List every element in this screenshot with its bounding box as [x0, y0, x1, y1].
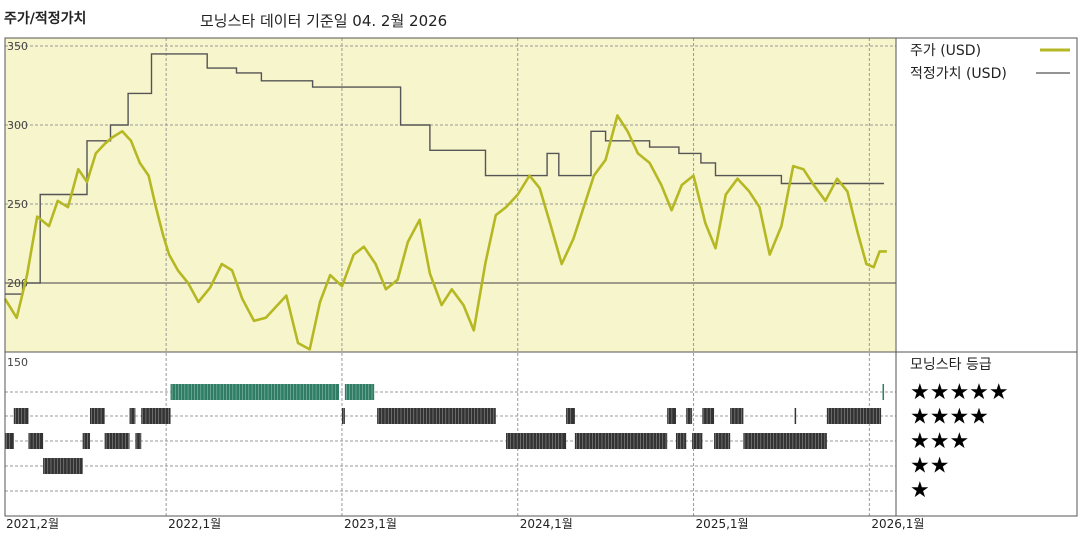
data-date-title: 모닝스타 데이터 기준일 04. 2월 2026	[200, 12, 448, 30]
rating-segment-4star	[129, 408, 136, 424]
rating-segment-5star	[170, 384, 340, 400]
rating-segment-3star	[82, 433, 90, 449]
rating-segment-4star	[341, 408, 345, 424]
rating-history	[5, 384, 896, 492]
plot-background	[5, 38, 896, 352]
x-axis-ticks: 2021,2월 2022,1월 2023,1월 2024,1월 2025,1월 2026,…	[6, 517, 924, 531]
rating-legend: ★★★★★★★★★★★★★★★	[910, 380, 1009, 503]
y-tick-label: 150	[7, 356, 28, 369]
rating-segment-3star	[692, 433, 703, 449]
y-tick-label: 250	[7, 198, 28, 211]
rating-segment-4star	[89, 408, 105, 424]
y-tick-label: 350	[7, 40, 28, 53]
rating-segment-5star	[344, 384, 375, 400]
rating-segment-4star	[377, 408, 496, 424]
legend-rating-label: 모닝스타 등급	[910, 357, 992, 373]
rating-segment-4star	[730, 408, 744, 424]
x-tick-label: 2021,2월	[6, 517, 59, 531]
rating-legend-row: ★★★★	[910, 405, 989, 430]
grid-lines	[5, 38, 896, 516]
rating-segment-3star	[135, 433, 142, 449]
rating-legend-row: ★★★	[910, 429, 969, 454]
legend-price-label: 주가 (USD)	[910, 43, 981, 59]
price-line	[3, 114, 887, 351]
rating-segment-4star	[702, 408, 715, 424]
rating-segment-4star	[13, 408, 29, 424]
rating-legend-row: ★★★★★	[910, 380, 1009, 405]
rating-segment-3star	[506, 433, 567, 449]
rating-segment-3star	[743, 433, 827, 449]
x-tick-label: 2025,1월	[696, 517, 749, 531]
chart-section-title: 주가/적정가치	[4, 11, 87, 27]
chart-frame	[4, 37, 1078, 517]
rating-segment-5star	[882, 384, 885, 400]
rating-segment-4star	[794, 408, 797, 424]
x-tick-label: 2022,1월	[168, 517, 221, 531]
rating-segment-3star	[5, 433, 14, 449]
rating-segment-3star	[104, 433, 130, 449]
rating-segment-3star	[28, 433, 44, 449]
legend-fair-label: 적정가치 (USD)	[910, 66, 1007, 82]
y-tick-label: 300	[7, 119, 28, 132]
rating-segment-4star	[686, 408, 693, 424]
x-tick-label: 2026,1월	[871, 517, 924, 531]
rating-segment-4star	[566, 408, 575, 424]
rating-segment-4star	[826, 408, 882, 424]
rating-segment-2star	[43, 458, 83, 474]
x-tick-label: 2023,1월	[344, 517, 397, 531]
x-tick-label: 2024,1월	[520, 517, 573, 531]
rating-segment-3star	[574, 433, 668, 449]
fair-value-line	[5, 53, 884, 295]
rating-legend-row: ★	[910, 478, 930, 503]
rating-segment-3star	[714, 433, 731, 449]
rating-legend-row: ★★	[910, 454, 949, 479]
rating-segment-4star	[141, 408, 171, 424]
rating-segment-3star	[675, 433, 687, 449]
rating-segment-4star	[667, 408, 676, 424]
